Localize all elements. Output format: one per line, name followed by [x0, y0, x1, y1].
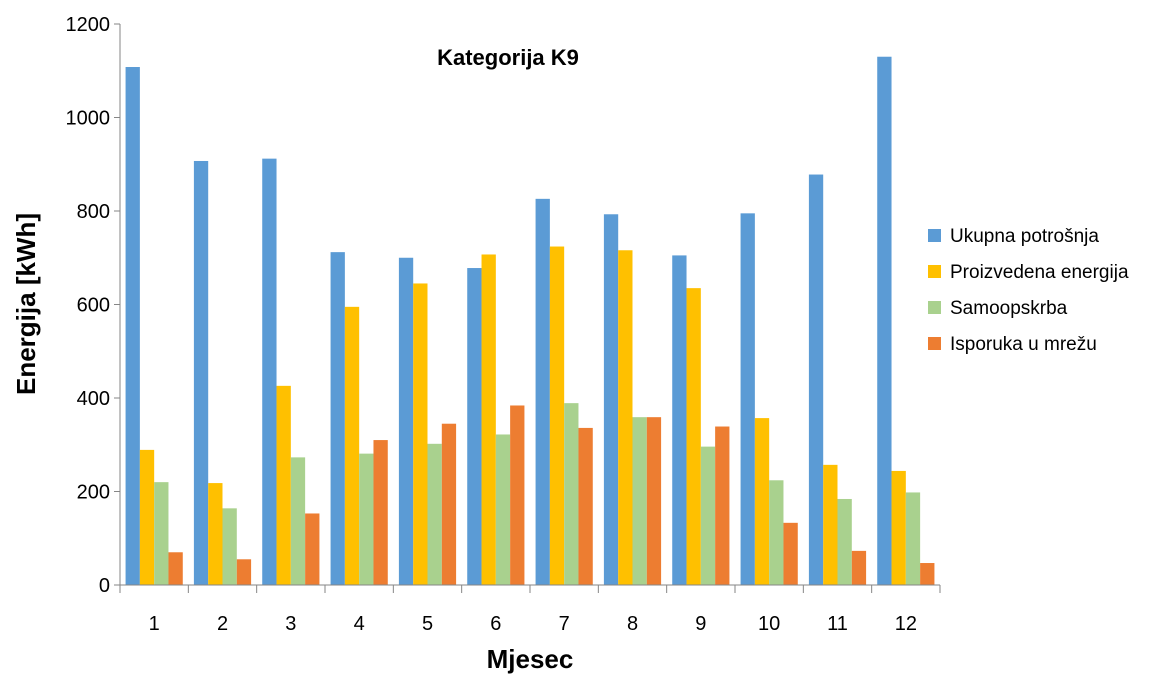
bar-4-month-3 — [305, 513, 320, 585]
legend-label: Samoopskrba — [950, 298, 1068, 319]
bar-1-month-4 — [330, 252, 345, 585]
bar-4-month-5 — [441, 423, 457, 585]
x-tick-label: 1 — [149, 613, 160, 635]
bar-1-month-12 — [877, 56, 892, 586]
x-tick-label: 6 — [490, 613, 501, 635]
bar-1-month-7 — [535, 198, 550, 585]
y-tick-label: 0 — [99, 575, 110, 597]
chart-title: Kategorija K9 — [437, 45, 579, 70]
bar-2-month-4 — [344, 306, 360, 585]
bar-3-month-7 — [564, 403, 579, 585]
bar-4-month-4 — [373, 440, 388, 585]
bar-3-month-1 — [154, 482, 169, 585]
bars-group — [125, 56, 935, 586]
bar-1-month-3 — [262, 158, 277, 585]
bar-4-month-9 — [715, 426, 730, 585]
x-tick-label: 5 — [422, 613, 433, 635]
bar-2-month-7 — [549, 246, 565, 585]
bar-3-month-4 — [359, 453, 374, 585]
bar-1-month-1 — [125, 67, 140, 585]
bar-2-month-2 — [208, 483, 223, 585]
bar-1-month-11 — [808, 174, 824, 585]
y-tick-label: 600 — [77, 295, 110, 317]
x-tick-label: 2 — [217, 613, 228, 635]
legend-swatch — [928, 229, 941, 242]
bar-1-month-10 — [740, 213, 755, 585]
legend: Ukupna potrošnja Proizvedena energija Samo… — [928, 226, 1129, 355]
y-tick-label: 800 — [77, 201, 110, 223]
bar-4-month-6 — [510, 405, 525, 585]
y-tick-label: 1000 — [66, 108, 111, 130]
bar-3-month-12 — [905, 492, 921, 585]
bar-3-month-6 — [495, 434, 511, 585]
x-tick-label: 11 — [827, 613, 848, 635]
y-tick-label: 200 — [77, 482, 110, 504]
bar-4-month-10 — [783, 522, 798, 585]
bar-2-month-8 — [618, 250, 633, 585]
bar-3-month-5 — [427, 443, 442, 585]
y-axis-title: Energija [kWh] — [11, 213, 41, 395]
bar-3-month-3 — [290, 457, 306, 585]
x-tick-label: 12 — [895, 613, 917, 635]
bar-3-month-9 — [700, 446, 716, 585]
legend-swatch — [928, 337, 941, 350]
bar-4-month-7 — [578, 427, 593, 585]
legend-swatch — [928, 265, 941, 278]
y-tick-label: 400 — [77, 388, 110, 410]
bar-3-month-10 — [769, 480, 784, 585]
x-tick-label: 8 — [627, 613, 638, 635]
bar-2-month-5 — [413, 283, 428, 585]
bar-1-month-5 — [398, 257, 414, 585]
bar-1-month-2 — [193, 160, 209, 586]
legend-label: Isporuka u mrežu — [950, 334, 1097, 355]
bar-1-month-8 — [603, 214, 619, 585]
bar-2-month-12 — [891, 470, 906, 585]
bar-2-month-10 — [754, 418, 770, 585]
bar-2-month-3 — [276, 385, 291, 585]
bar-3-month-8 — [632, 417, 647, 585]
bar-3-month-2 — [222, 508, 237, 585]
bar-4-month-8 — [646, 417, 662, 585]
legend-swatch — [928, 301, 941, 314]
bar-2-month-1 — [139, 449, 155, 585]
x-tick-label: 9 — [695, 613, 706, 635]
bar-2-month-11 — [823, 464, 838, 585]
x-tick-label: 4 — [354, 613, 365, 635]
bar-3-month-11 — [837, 498, 852, 585]
bar-4-month-11 — [851, 550, 867, 585]
bar-1-month-9 — [672, 255, 687, 585]
x-tick-label: 7 — [559, 613, 570, 635]
bar-1-month-6 — [467, 268, 482, 585]
legend-label: Proizvedena energija — [950, 262, 1129, 283]
x-tick-label: 3 — [285, 613, 296, 635]
bar-4-month-2 — [236, 559, 252, 585]
bar-2-month-6 — [481, 254, 496, 586]
legend-label: Ukupna potrošnja — [950, 226, 1099, 247]
bar-4-month-12 — [920, 563, 935, 585]
x-tick-label: 10 — [758, 613, 780, 635]
y-tick-label: 1200 — [66, 14, 111, 36]
bar-2-month-9 — [686, 288, 701, 585]
x-axis-title: Mjesec — [487, 644, 574, 674]
bar-4-month-1 — [168, 552, 183, 585]
